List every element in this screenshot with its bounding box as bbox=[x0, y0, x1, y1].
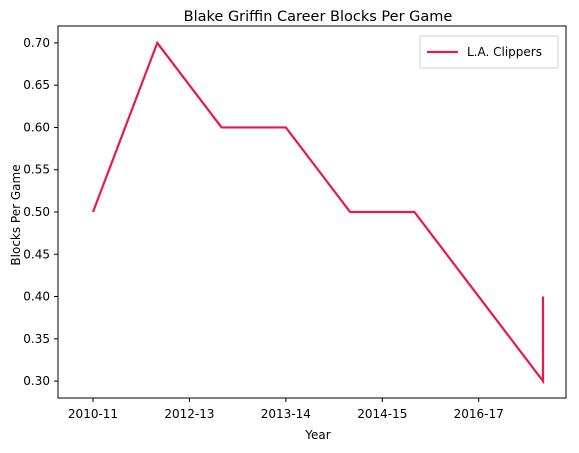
x-tick-label: 2013-14 bbox=[261, 407, 311, 421]
y-tick-label: 0.45 bbox=[23, 247, 50, 261]
y-tick-label: 0.30 bbox=[23, 374, 50, 388]
y-tick-label: 0.65 bbox=[23, 78, 50, 92]
y-axis-ticks: 0.30 0.35 0.40 0.45 0.50 0.55 0.60 0.65 0.70 bbox=[23, 36, 58, 388]
x-tick-label: 2010-11 bbox=[68, 407, 118, 421]
legend-label: L.A. Clippers bbox=[467, 45, 542, 59]
x-axis-label: Year bbox=[304, 428, 330, 442]
y-tick-label: 0.35 bbox=[23, 332, 50, 346]
y-tick-label: 0.60 bbox=[23, 120, 50, 134]
chart-title: Blake Griffin Career Blocks Per Game bbox=[184, 9, 453, 25]
y-axis-label: Blocks Per Game bbox=[9, 164, 23, 265]
x-tick-label: 2016-17 bbox=[454, 407, 504, 421]
y-tick-label: 0.70 bbox=[23, 36, 50, 50]
legend: L.A. Clippers bbox=[419, 35, 559, 69]
x-tick-label: 2012-13 bbox=[164, 407, 214, 421]
y-tick-label: 0.55 bbox=[23, 163, 50, 177]
x-axis-ticks: 2010-11 2012-13 2013-14 2014-15 2016-17 bbox=[68, 398, 504, 421]
legend-box bbox=[419, 35, 559, 69]
series-line bbox=[91, 40, 545, 385]
x-tick-label: 2014-15 bbox=[357, 407, 407, 421]
axes-frame bbox=[57, 25, 567, 399]
y-tick-label: 0.40 bbox=[23, 290, 50, 304]
series-layer bbox=[91, 40, 545, 385]
y-tick-label: 0.50 bbox=[23, 205, 50, 219]
